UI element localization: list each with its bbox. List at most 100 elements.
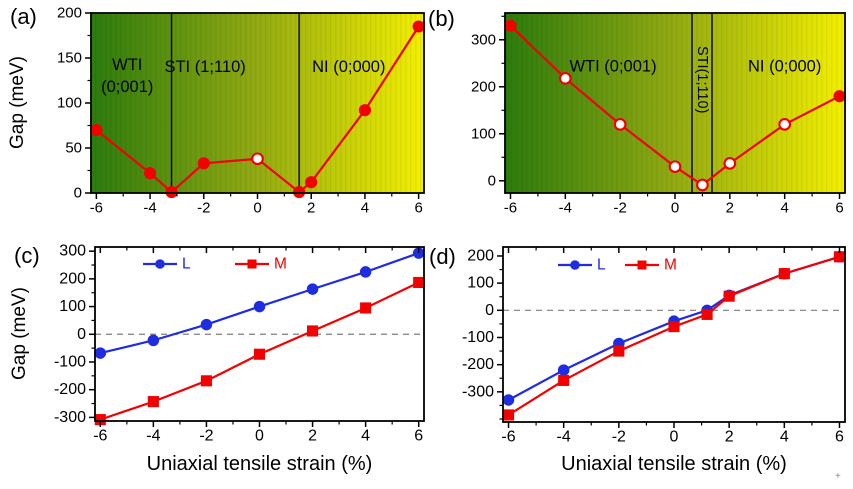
x-tick-label: -4 — [557, 428, 571, 445]
data-point — [360, 302, 372, 314]
x-axis-title-d: Uniaxial tensile strain (%) — [561, 453, 787, 475]
y-tick-label: 0 — [488, 172, 496, 189]
y-tick-label: 100 — [467, 275, 494, 292]
region-label: NI (0;000) — [748, 58, 821, 76]
x-tick-label: 4 — [781, 199, 789, 216]
y-tick-label: 200 — [471, 78, 496, 95]
x-tick-label: 6 — [835, 199, 843, 216]
y-tick-label: -300 — [462, 383, 494, 400]
x-tick-label: 2 — [307, 199, 315, 216]
data-point — [778, 118, 792, 131]
legend-label: M — [274, 256, 287, 273]
x-tick-label: 4 — [361, 199, 369, 216]
y-tick-label: 300 — [471, 31, 496, 48]
data-point — [305, 176, 318, 189]
data-series-M — [502, 251, 846, 421]
x-tick-label: -6 — [93, 427, 107, 444]
panel-b: (b) WTI (0;001) STI(1;110) NI (0;000) -6 -4-… — [426, 0, 853, 237]
x-tick-label: -6 — [504, 199, 517, 216]
y-tick-label: 200 — [59, 270, 86, 287]
x-tick-label: 0 — [253, 199, 261, 216]
data-point — [147, 334, 160, 347]
data-point — [412, 20, 425, 33]
data-point — [306, 283, 319, 295]
region-label: (0;001) — [101, 78, 153, 96]
data-point — [200, 318, 213, 331]
data-point — [502, 394, 515, 406]
legend-label: L — [597, 257, 606, 274]
x-tick-label: 2 — [726, 199, 734, 216]
panel-label-d: (d) — [429, 244, 456, 269]
y-tick-label: 50 — [65, 140, 82, 157]
data-point — [558, 374, 570, 386]
data-point — [668, 321, 680, 333]
x-axis-title-c: Uniaxial tensile strain (%) — [146, 453, 373, 475]
region-label: STI (1;110) — [164, 58, 245, 76]
data-point — [504, 19, 517, 32]
y-tick-label: -200 — [54, 381, 86, 398]
data-point — [668, 160, 682, 174]
data-point — [558, 71, 572, 85]
data-point — [253, 300, 266, 313]
axis-ticks: -6 -4 -2 0 2 4 6 0 100 200 300 — [471, 15, 844, 216]
x-tick-label: -2 — [613, 199, 626, 216]
x-tick-label: -4 — [146, 427, 160, 444]
region-label: NI (0;000) — [312, 58, 385, 76]
data-series-gap — [504, 19, 846, 192]
y-tick-label: 150 — [57, 50, 82, 67]
data-point — [200, 375, 212, 387]
chart-b: WTI (0;001) STI(1;110) NI (0;000) -6 -4 -2 0 2 4… — [471, 12, 846, 216]
chart-a: WTI (0;001) STI (1;110) NI (0;000) -6 -4 -2 0 2 4… — [57, 5, 425, 217]
panel-label-c: (c) — [14, 243, 40, 268]
data-point — [90, 123, 103, 137]
data-point — [833, 90, 846, 103]
data-point — [253, 348, 266, 360]
y-tick-label: -200 — [462, 356, 494, 373]
panel-label-a: (a) — [10, 4, 37, 29]
data-series-L — [94, 247, 425, 359]
region-label: WTI (0;001) — [569, 58, 656, 76]
x-tick-label: 4 — [780, 428, 789, 445]
y-tick-label: 200 — [57, 5, 82, 22]
region-label: STI(1;110) — [694, 46, 710, 113]
x-tick-label: 6 — [414, 199, 422, 216]
legend-item-M: M — [625, 257, 677, 274]
data-point — [359, 266, 372, 278]
data-point — [358, 104, 371, 117]
x-tick-label: -6 — [90, 199, 103, 216]
data-point — [701, 308, 713, 320]
x-tick-label: 6 — [835, 428, 844, 445]
corner-artifact-mark: + — [835, 471, 841, 482]
x-tick-label: -6 — [501, 428, 515, 445]
y-tick-label: 0 — [485, 302, 494, 319]
data-point — [413, 276, 425, 289]
y-axis-title-a: Gap (meV) — [7, 56, 28, 150]
panel-c: (c) Gap (meV) Uniaxial tensile strain (%… — [0, 237, 426, 489]
legend-item-L: L — [143, 256, 191, 273]
data-point — [833, 251, 846, 263]
x-tick-label: 0 — [671, 199, 679, 216]
data-point — [723, 290, 735, 302]
axis-ticks: -6 -4 -2 0 2 4 6 -300 -200 -100 0 100 200 300 — [54, 243, 423, 445]
legend-label: M — [664, 257, 677, 274]
region-label: WTI — [112, 56, 142, 74]
legend-label: L — [182, 256, 191, 273]
x-tick-label: 2 — [308, 427, 317, 444]
x-tick-label: 0 — [670, 428, 679, 445]
chart-c: -6 -4 -2 0 2 4 6 -300 -200 -100 0 100 200 300 L M — [54, 243, 425, 445]
data-series-M — [94, 276, 425, 426]
y-tick-label: 300 — [59, 243, 86, 260]
data-point — [557, 364, 570, 376]
x-tick-label: -2 — [612, 428, 626, 445]
x-tick-label: 0 — [255, 427, 264, 444]
data-point — [144, 167, 157, 180]
axis-ticks: -6 -4 -2 0 2 4 6 0 50 100 150 200 — [57, 5, 423, 217]
y-tick-label: 100 — [471, 125, 496, 142]
axis-ticks: -6 -4 -2 0 2 4 6 -300 -200 -100 0 100 200 — [462, 247, 844, 445]
data-point — [197, 157, 210, 170]
y-tick-label: -100 — [462, 329, 494, 346]
data-point — [251, 152, 264, 166]
y-tick-label: 0 — [77, 326, 86, 343]
panel-a: (a) Gap (meV) WTI (0;001) STI (1;110) NI (0… — [0, 0, 426, 237]
y-tick-label: 100 — [57, 95, 82, 112]
